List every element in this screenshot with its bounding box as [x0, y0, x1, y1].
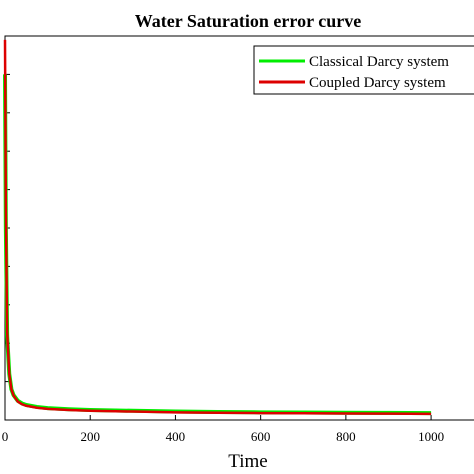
chart-title: Water Saturation error curve [135, 11, 361, 31]
x-tick-label: 800 [336, 429, 356, 444]
x-tick-label: 400 [166, 429, 186, 444]
x-tick-label: 600 [251, 429, 271, 444]
legend-label-classical: Classical Darcy system [309, 54, 449, 70]
x-tick-label: 1000 [418, 429, 444, 444]
series-layer [3, 39, 432, 416]
x-ticks: 0 200 400 600 800 1000 [2, 415, 444, 444]
x-tick-label: 200 [80, 429, 100, 444]
x-tick-label: 0 [2, 429, 9, 444]
legend-label-coupled: Coupled Darcy system [309, 75, 446, 91]
plot-area [4, 35, 474, 421]
series-line-coupled [3, 39, 432, 416]
x-axis-label: Time [228, 451, 267, 472]
legend-box [253, 45, 474, 95]
legend: Classical Darcy system Coupled Darcy sys… [253, 45, 474, 95]
